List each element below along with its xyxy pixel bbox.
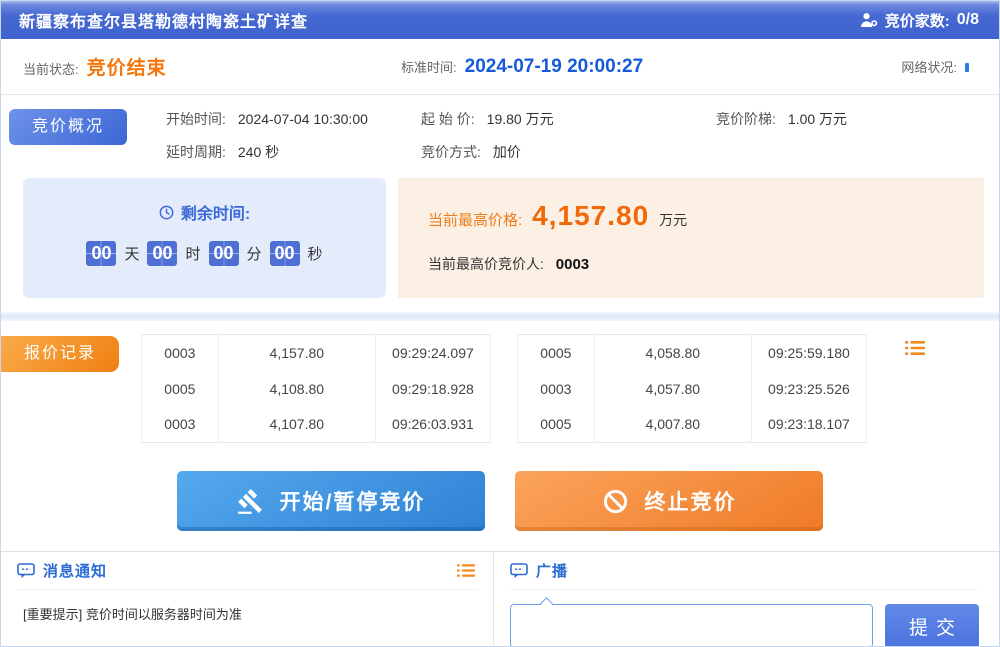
start-pause-button[interactable]: 开始/暂停竞价 [177,471,485,531]
highest-bidder-label: 当前最高价竞价人: [428,256,544,272]
countdown-unit-hour: 时 [185,245,201,263]
countdown-panel: 剩余时间: 00 天 00 时 00 分 00 秒 [23,178,386,298]
auction-overview-section: 竞价概况 开始时间: 2024-07-04 10:30:00 起 始 价: 19.8… [1,95,999,298]
countdown-days: 00 [86,240,117,266]
countdown-unit-day: 天 [124,245,140,263]
overview-fields: 开始时间: 2024-07-04 10:30:00 起 始 价: 19.80 万元 … [166,107,999,162]
broadcast-input-row: 提交 [510,590,979,646]
submit-button[interactable]: 提交 [885,604,979,646]
records-table-right: 0005 4,058.80 09:25:59.180 0003 4,057.80… [517,334,868,443]
bid-records-section: 报价记录 0003 4,157.80 09:29:24.097 0005 4,1… [1,321,999,449]
countdown-unit-second: 秒 [307,245,323,263]
page-title: 新疆察布查尔县塔勒德村陶瓷土矿详查 [19,14,309,31]
highest-price-label: 当前最高价格: [428,212,523,229]
highest-price-value: 4,157.80 [532,200,650,231]
message-bubble-icon [510,562,528,579]
table-row: 0003 4,057.80 09:23:25.526 [517,370,868,407]
records-list-icon[interactable] [905,340,925,356]
notice-message: [重要提示] 竞价时间以服务器时间为准 [23,607,242,622]
countdown-digits: 00 天 00 时 00 分 00 秒 [23,240,386,266]
broadcast-input[interactable] [510,604,873,646]
records-badge: 报价记录 [1,336,119,372]
broadcast-header: 广播 [510,552,979,590]
countdown-minutes: 00 [208,240,239,266]
title-bar: 新疆察布查尔县塔勒德村陶瓷土矿详查 竞价家数: 0/8 [1,1,999,39]
bidders-label: 竞价家数: [884,12,950,30]
bidders-value: 0/8 [956,11,979,28]
terminate-button[interactable]: 终止竞价 [515,471,823,531]
bottom-section: 消息通知 [重要提示] 竞价时间以服务器时间为准 [1,551,999,646]
highest-bidder-line: 当前最高价竞价人: 0003 [428,254,984,274]
field-delay-period: 延时周期: 240 秒 [166,144,280,160]
standard-time: 标准时间: 2024-07-19 20:00:27 [401,56,643,78]
broadcast-pane: 广播 提交 [493,552,999,646]
table-row: 0005 4,058.80 09:25:59.180 [517,334,868,371]
action-buttons: 开始/暂停竞价 终止竞价 [1,471,999,531]
table-row: 0005 4,108.80 09:29:18.928 [141,370,492,407]
countdown-unit-minute: 分 [246,245,262,263]
table-row: 0003 4,157.80 09:29:24.097 [141,334,492,371]
countdown-hours: 00 [147,240,178,266]
broadcast-title: 广播 [536,563,569,580]
section-divider [1,312,999,321]
notice-header: 消息通知 [17,552,477,590]
clock-icon [159,205,174,220]
overview-boxes: 剩余时间: 00 天 00 时 00 分 00 秒 当前最高价格: 4,157.… [1,162,999,298]
message-bubble-icon [17,562,35,579]
field-start-time: 开始时间: 2024-07-04 10:30:00 [166,111,368,127]
table-row: 0005 4,007.80 09:23:18.107 [517,406,868,443]
field-bid-mode: 竞价方式: 加价 [421,144,521,160]
notice-pane: 消息通知 [重要提示] 竞价时间以服务器时间为准 [1,552,493,646]
countdown-seconds: 00 [269,240,300,266]
start-pause-label: 开始/暂停竞价 [279,491,426,514]
gavel-icon [237,488,264,515]
state-value: 竞价结束 [86,58,167,79]
status-bar: 当前状态: 竞价结束 标准时间: 2024-07-19 20:00:27 网络状… [1,39,999,95]
network-signal-icon [965,63,969,72]
current-state: 当前状态: 竞价结束 [23,53,167,80]
bidder-count: 竞价家数: 0/8 [860,10,979,31]
field-increment: 竞价阶梯: 1.00 万元 [716,111,848,127]
bidders-icon [860,12,878,28]
highest-price-panel: 当前最高价格: 4,157.80 万元 当前最高价竞价人: 0003 [398,178,984,298]
records-table-left: 0003 4,157.80 09:29:24.097 0005 4,108.80… [141,334,492,443]
time-value: 2024-07-19 20:00:27 [464,55,644,77]
highest-bidder-value: 0003 [555,256,590,273]
broadcast-input-wrap [510,597,873,646]
highest-price-line: 当前最高价格: 4,157.80 万元 [428,200,984,232]
table-row: 0003 4,107.80 09:26:03.931 [141,406,492,443]
records-tables: 0003 4,157.80 09:29:24.097 0005 4,108.80… [141,334,999,443]
overview-badge: 竞价概况 [9,109,127,145]
countdown-header: 剩余时间: [159,200,250,224]
terminate-label: 终止竞价 [644,491,737,514]
network-status: 网络状况: [901,57,969,76]
prohibit-icon [602,488,629,515]
network-label: 网络状况: [901,60,957,75]
highest-price-unit: 万元 [659,212,688,228]
notice-list-icon[interactable] [457,563,475,578]
field-start-price: 起 始 价: 19.80 万元 [421,111,554,127]
countdown-label: 剩余时间: [180,206,251,223]
state-label: 当前状态: [23,62,79,77]
time-label: 标准时间: [401,59,457,75]
notice-title: 消息通知 [43,563,108,580]
